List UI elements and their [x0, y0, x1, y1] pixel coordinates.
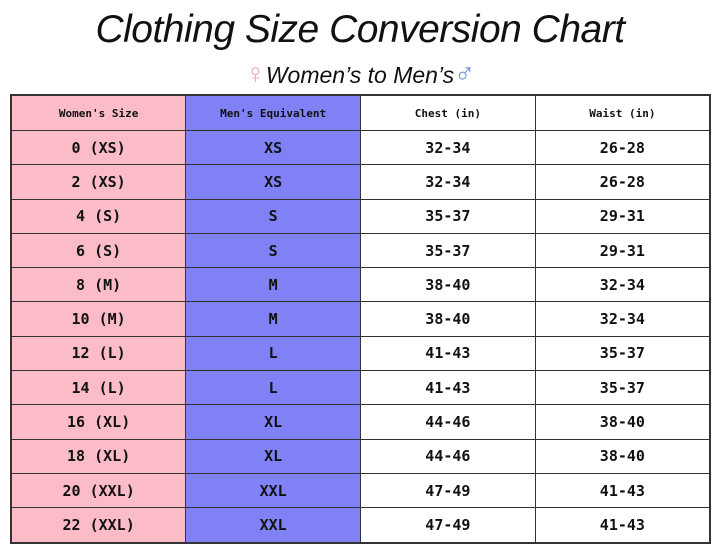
- column-header: Waist (in): [534, 94, 711, 131]
- table-cell: 35-37: [534, 335, 711, 372]
- table-cell: 4 (S): [10, 198, 187, 234]
- table-cell: 38-40: [360, 301, 536, 337]
- table-cell: 18 (XL): [10, 438, 187, 474]
- table-cell: XXL: [185, 472, 361, 509]
- table-body: 0 (XS) XS 32-34 26-28 2 (XS) XS 32-34 26-28 4 (S…: [10, 129, 711, 544]
- table-cell: L: [185, 335, 361, 372]
- table-cell: M: [185, 301, 361, 337]
- table-cell: M: [185, 267, 361, 303]
- table-cell: 35-37: [360, 198, 536, 234]
- table-cell: 26-28: [534, 164, 711, 200]
- table-cell: 22 (XXL): [10, 507, 187, 544]
- table-cell: 41-43: [534, 507, 711, 544]
- table-cell: 2 (XS): [10, 164, 187, 200]
- table-row: 2 (XS) XS 32-34 26-28: [10, 164, 711, 200]
- table-cell: 0 (XS): [10, 129, 187, 166]
- table-cell: 32-34: [360, 164, 536, 200]
- table-row: 14 (L) L 41-43 35-37: [10, 370, 711, 406]
- table-cell: XL: [185, 404, 361, 440]
- table-cell: L: [185, 370, 361, 406]
- table-cell: 29-31: [534, 198, 711, 234]
- column-header: Women's Size: [10, 94, 187, 131]
- table-cell: XXL: [185, 507, 361, 544]
- table-cell: 29-31: [534, 232, 711, 269]
- table-cell: 41-43: [360, 370, 536, 406]
- table-cell: 35-37: [360, 232, 536, 269]
- table-row: 20 (XXL) XXL 47-49 41-43: [10, 472, 711, 509]
- table-cell: 16 (XL): [10, 404, 187, 440]
- table-cell: 41-43: [534, 472, 711, 509]
- table-cell: 38-40: [534, 438, 711, 474]
- table-cell: 14 (L): [10, 370, 187, 406]
- table-cell: XS: [185, 129, 361, 166]
- table-cell: 12 (L): [10, 335, 187, 372]
- table-cell: 6 (S): [10, 232, 187, 269]
- table-cell: 26-28: [534, 129, 711, 166]
- size-table: Women's Size Men's Equivalent Chest (in) Wa…: [10, 94, 711, 544]
- table-cell: S: [185, 198, 361, 234]
- table-cell: S: [185, 232, 361, 269]
- header-row: Women's Size Men's Equivalent Chest (in) Wa…: [10, 94, 711, 131]
- table-cell: 32-34: [360, 129, 536, 166]
- table-row: 0 (XS) XS 32-34 26-28: [10, 129, 711, 166]
- table-row: 10 (M) M 38-40 32-34: [10, 301, 711, 337]
- table-cell: 41-43: [360, 335, 536, 372]
- female-symbol: ♀: [244, 58, 266, 89]
- table-row: 12 (L) L 41-43 35-37: [10, 335, 711, 372]
- table-cell: XL: [185, 438, 361, 474]
- table-cell: 20 (XXL): [10, 472, 187, 509]
- table-cell: 44-46: [360, 438, 536, 474]
- table-cell: 10 (M): [10, 301, 187, 337]
- table-cell: 44-46: [360, 404, 536, 440]
- table-cell: 38-40: [534, 404, 711, 440]
- table-row: 8 (M) M 38-40 32-34: [10, 267, 711, 303]
- table-cell: 32-34: [534, 267, 711, 303]
- table-row: 6 (S) S 35-37 29-31: [10, 232, 711, 269]
- table-row: 22 (XXL) XXL 47-49 41-43: [10, 507, 711, 544]
- subtitle: Women’s to Men’s: [265, 62, 455, 88]
- table-cell: XS: [185, 164, 361, 200]
- table-row: 18 (XL) XL 44-46 38-40: [10, 438, 711, 474]
- column-header: Men's Equivalent: [185, 94, 361, 131]
- subtitle-line: ♀Women’s to Men’s♂: [0, 58, 720, 90]
- table-row: 4 (S) S 35-37 29-31: [10, 198, 711, 234]
- table-row: 16 (XL) XL 44-46 38-40: [10, 404, 711, 440]
- table-cell: 47-49: [360, 472, 536, 509]
- male-symbol: ♂: [454, 58, 476, 89]
- table-cell: 8 (M): [10, 267, 187, 303]
- table-cell: 38-40: [360, 267, 536, 303]
- table-cell: 47-49: [360, 507, 536, 544]
- column-header: Chest (in): [360, 94, 536, 131]
- table-cell: 32-34: [534, 301, 711, 337]
- table-cell: 35-37: [534, 370, 711, 406]
- title: Clothing Size Conversion Chart: [95, 8, 625, 51]
